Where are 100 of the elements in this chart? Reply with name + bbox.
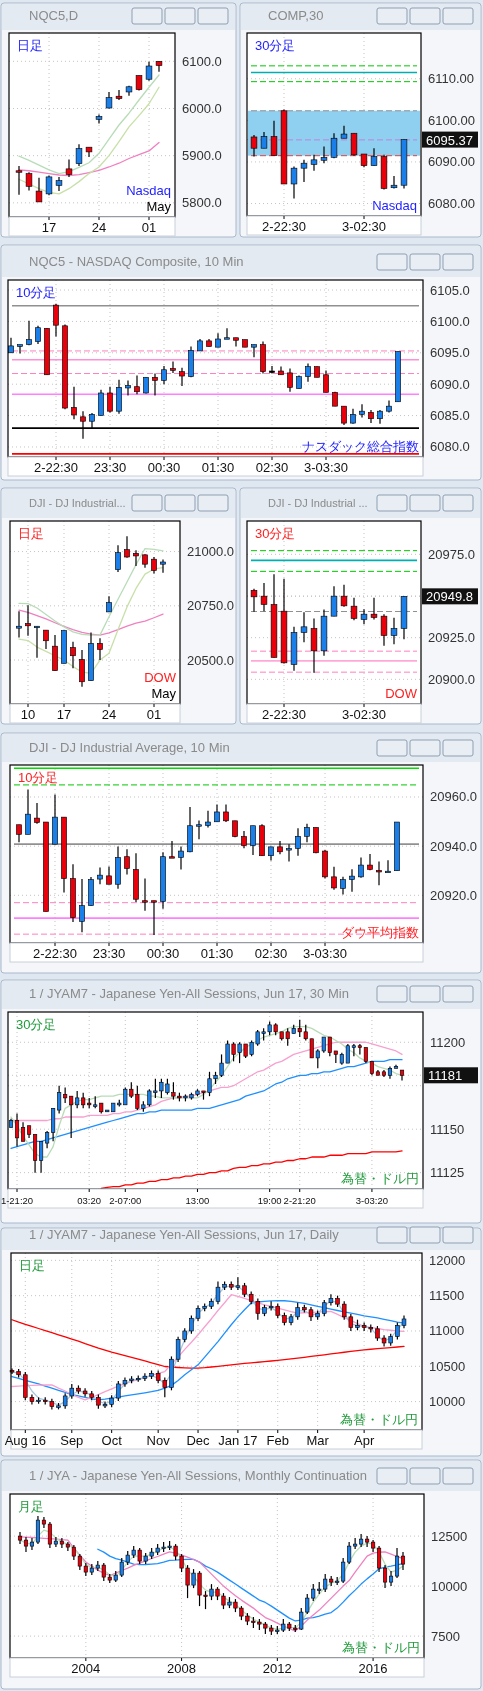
annotation: ナスダック総合指数 bbox=[302, 439, 419, 454]
chart-subtitle: 月足 bbox=[18, 1499, 44, 1514]
x-tick-label: 10 bbox=[20, 707, 36, 722]
y-tick-label: 20975.0 bbox=[428, 546, 475, 562]
candlestick bbox=[341, 405, 347, 426]
candlestick bbox=[330, 132, 338, 159]
candlestick bbox=[79, 649, 85, 688]
y-tick-label: 20900.0 bbox=[428, 671, 475, 687]
x-tick-label: 3-02:30 bbox=[341, 707, 387, 722]
candlestick bbox=[320, 145, 328, 164]
candlestick bbox=[170, 361, 176, 374]
candlestick bbox=[350, 597, 358, 621]
chart-title: 1 / JYAM7 - Japanese Yen-All Sessions, Jun 17, 30 Min bbox=[29, 986, 349, 1001]
candlestick bbox=[205, 810, 211, 829]
y-tick-label: 6090.0 bbox=[430, 376, 470, 392]
candlestick bbox=[340, 584, 348, 608]
candlestick bbox=[134, 374, 140, 395]
candlestick bbox=[35, 325, 41, 345]
candlestick bbox=[34, 625, 40, 659]
candlestick bbox=[233, 337, 239, 348]
candlestick bbox=[390, 175, 398, 190]
x-tick-label: 2008 bbox=[167, 1661, 197, 1676]
candlestick bbox=[25, 788, 31, 835]
candlestick bbox=[286, 843, 292, 863]
candlestick bbox=[367, 853, 373, 871]
x-tick-label: 2-22:30 bbox=[261, 219, 307, 234]
candlestick bbox=[350, 132, 358, 157]
x-tick-label: 13:00 bbox=[185, 1195, 210, 1206]
y-tick-label: 20940.0 bbox=[430, 838, 477, 854]
candlestick bbox=[250, 588, 258, 613]
x-tick-label: 01:30 bbox=[200, 946, 234, 961]
annotation: ダウ平均指数 bbox=[341, 925, 419, 940]
candlestick bbox=[251, 344, 257, 358]
y-tick-label: 20949.8 bbox=[426, 589, 473, 605]
y-tick-label: 11000 bbox=[429, 1323, 465, 1339]
y-tick-label: 6095.37 bbox=[426, 132, 473, 148]
y-tick-label: 20925.0 bbox=[428, 630, 475, 646]
annotation: Nasdaq bbox=[126, 183, 171, 198]
x-tick-label: 03:20 bbox=[77, 1195, 102, 1206]
x-tick-label: 00:30 bbox=[146, 946, 180, 961]
annotation: May bbox=[146, 199, 172, 214]
y-tick-label: 12500 bbox=[431, 1528, 468, 1544]
x-tick-label: 17 bbox=[56, 707, 72, 722]
candlestick bbox=[15, 165, 23, 196]
candlestick bbox=[323, 369, 329, 393]
candlestick bbox=[53, 303, 59, 338]
chart-subtitle: 日足 bbox=[17, 38, 43, 53]
x-tick-label: 02:30 bbox=[255, 460, 289, 475]
x-tick-label: 2012 bbox=[262, 1661, 292, 1676]
chart-title: DJI - DJ Industrial Average, 10 Min bbox=[29, 740, 230, 755]
x-tick-label: 3-02:30 bbox=[341, 219, 387, 234]
candlestick bbox=[394, 1547, 400, 1579]
x-tick-label: 3-03:20 bbox=[355, 1195, 389, 1206]
annotation: 為替・ドル円 bbox=[340, 1412, 418, 1427]
annotation: DOW bbox=[385, 686, 418, 701]
candlestick bbox=[340, 125, 348, 139]
candlestick bbox=[124, 535, 130, 559]
candlestick bbox=[65, 158, 73, 178]
x-tick-label: 2-22:30 bbox=[32, 946, 78, 961]
chart-title: DJI - DJ Industrial ... bbox=[268, 497, 368, 509]
y-tick-label: 20500.0 bbox=[187, 652, 234, 668]
candlestick bbox=[385, 859, 391, 874]
y-tick-label: 20960.0 bbox=[430, 789, 477, 805]
y-tick-label: 11200 bbox=[430, 1034, 466, 1050]
candlestick bbox=[115, 544, 121, 573]
candlestick bbox=[133, 549, 139, 567]
chart-title: NQC5 - NASDAQ Composite, 10 Min bbox=[29, 254, 244, 269]
y-tick-label: 5800.0 bbox=[182, 195, 222, 211]
y-tick-label: 11125 bbox=[430, 1165, 465, 1181]
candlestick bbox=[35, 177, 43, 203]
x-tick-label: 17 bbox=[41, 220, 57, 235]
x-tick-label: 3-03:30 bbox=[303, 460, 349, 475]
annotation: May bbox=[151, 686, 177, 701]
candlestick bbox=[310, 154, 318, 172]
candlestick bbox=[55, 176, 63, 192]
annotation: Nasdaq bbox=[372, 198, 417, 213]
y-tick-label: 6080.00 bbox=[428, 196, 475, 212]
chart-subtitle: 30分足 bbox=[255, 38, 296, 53]
x-tick-label: 01:30 bbox=[201, 460, 235, 475]
candlestick bbox=[290, 165, 298, 200]
x-tick-label: 2-07:00 bbox=[109, 1195, 142, 1206]
candlestick bbox=[160, 559, 166, 574]
x-tick-label: 23:30 bbox=[92, 946, 126, 961]
line-series bbox=[18, 547, 164, 636]
x-tick-label: Jan 17 bbox=[218, 1433, 258, 1448]
candlestick bbox=[25, 604, 31, 637]
candlestick bbox=[116, 379, 122, 415]
x-tick-label: Dec bbox=[186, 1433, 211, 1448]
candlestick bbox=[70, 641, 76, 669]
candlestick bbox=[43, 629, 49, 650]
x-tick-label: 01 bbox=[141, 220, 157, 235]
y-tick-label: 10000 bbox=[431, 1578, 468, 1594]
candlestick bbox=[390, 617, 398, 645]
x-tick-label: 2016 bbox=[358, 1661, 388, 1676]
candlestick bbox=[360, 608, 368, 625]
y-tick-label: 11500 bbox=[429, 1288, 465, 1304]
candlestick bbox=[17, 344, 23, 355]
candlestick bbox=[377, 1545, 382, 1573]
candlestick bbox=[270, 120, 278, 157]
y-tick-label: 6090.00 bbox=[428, 154, 475, 170]
